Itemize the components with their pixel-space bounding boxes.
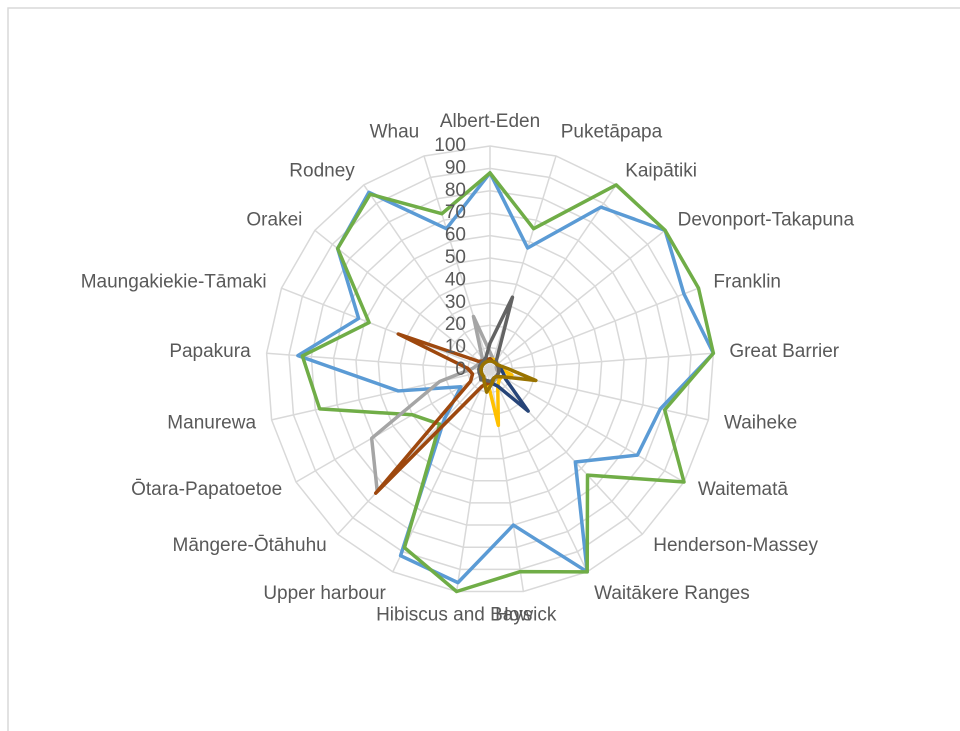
r-tick-label: 10 xyxy=(445,337,466,358)
spoke xyxy=(489,155,557,371)
series-line xyxy=(479,359,538,394)
category-label: Hibiscus and Bays xyxy=(376,604,532,625)
spoke xyxy=(489,369,588,573)
category-label: Waitākere Ranges xyxy=(594,583,750,604)
category-label: Albert-Eden xyxy=(440,111,540,132)
series-line xyxy=(296,171,716,585)
category-label: Whau xyxy=(370,122,420,143)
category-label: Henderson-Massey xyxy=(653,535,818,556)
spoke xyxy=(271,369,491,421)
category-label: Papakura xyxy=(169,341,251,362)
category-label: Manurewa xyxy=(167,412,256,433)
grid-ring xyxy=(377,257,603,482)
r-tick-label: 40 xyxy=(445,269,466,290)
category-label: Devonport-Takapuna xyxy=(678,209,855,230)
r-tick-label: 90 xyxy=(445,157,466,178)
spoke xyxy=(489,287,699,371)
r-tick-label: 100 xyxy=(434,135,466,156)
series-layer xyxy=(296,171,716,594)
category-label: Waiheke xyxy=(724,412,797,433)
spoke xyxy=(489,369,685,483)
spoke xyxy=(489,369,643,535)
grid-ring xyxy=(355,234,625,504)
spoke xyxy=(489,184,617,371)
spoke xyxy=(281,287,491,371)
category-label: Maungakiekie-Tāmaki xyxy=(81,271,267,292)
category-label: Upper harbour xyxy=(263,583,386,604)
category-label: Great Barrier xyxy=(729,341,839,362)
r-tick-label: 70 xyxy=(445,202,466,223)
series-line xyxy=(300,171,716,594)
category-label: Māngere-Ōtāhuhu xyxy=(173,535,327,556)
grid-ring xyxy=(444,324,536,416)
category-label: Franklin xyxy=(713,271,781,292)
grid-ring xyxy=(422,302,558,438)
r-tick-label: 30 xyxy=(445,292,466,313)
spoke xyxy=(392,369,491,573)
spoke xyxy=(314,229,491,371)
category-label: Puketāpapa xyxy=(561,122,663,143)
grid-ring xyxy=(399,279,581,460)
category-label: Howick xyxy=(495,604,557,625)
category-label: Kaipātiki xyxy=(625,161,697,182)
spoke xyxy=(489,229,666,371)
category-label: Ōtara-Papatoetoe xyxy=(131,479,282,500)
category-label: Waitematā xyxy=(698,479,789,500)
spoke xyxy=(363,184,491,371)
r-tick-label: 0 xyxy=(455,359,466,380)
r-tick-label: 80 xyxy=(445,180,466,201)
r-tick-label: 60 xyxy=(445,225,466,246)
category-label: Orakei xyxy=(246,209,302,230)
spoke xyxy=(337,369,491,535)
spoke xyxy=(455,369,491,592)
r-tick-label: 50 xyxy=(445,247,466,268)
category-label: Rodney xyxy=(289,161,355,182)
spoke xyxy=(489,352,714,371)
r-tick-label: 20 xyxy=(445,314,466,335)
grid-ring xyxy=(288,167,692,571)
